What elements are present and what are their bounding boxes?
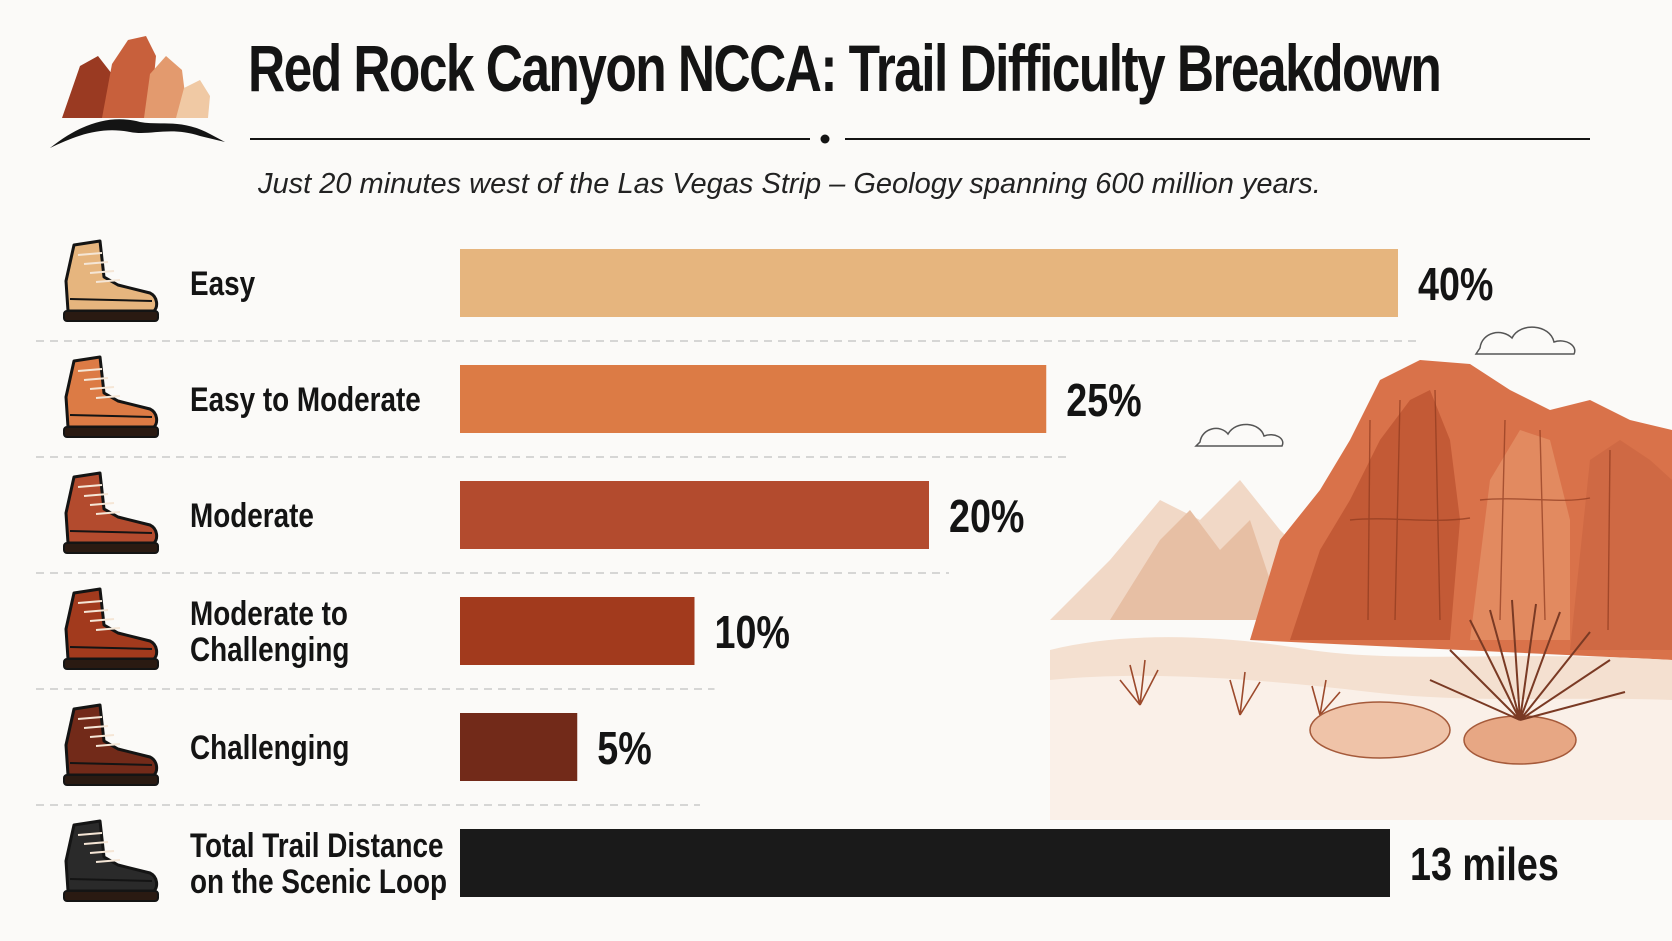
category-label: Total Trail Distance [190, 826, 443, 864]
category-label: Easy to Moderate [190, 380, 421, 418]
value-label: 40% [1418, 258, 1493, 309]
category-label: Moderate [190, 496, 314, 534]
value-label: 25% [1066, 374, 1141, 425]
hiking-boot-icon [63, 587, 159, 670]
red-rock-logo-icon [50, 36, 225, 148]
bar-easy [460, 249, 1398, 317]
title-divider [250, 134, 1590, 144]
category-label: Challenging [190, 728, 349, 766]
page-subtitle: Just 20 minutes west of the Las Vegas St… [258, 168, 1321, 200]
value-label: 5% [597, 722, 652, 773]
hiking-boot-icon [63, 239, 159, 322]
value-label: 20% [949, 490, 1024, 541]
category-label: Moderate to [190, 594, 348, 632]
category-label: Easy [190, 264, 256, 302]
value-label: 10% [715, 606, 790, 657]
bar-moderate-to-challenging [460, 597, 695, 665]
hiking-boot-icon [63, 703, 159, 786]
category-label: Challenging [190, 630, 349, 668]
canyon-scenery-illustration [1050, 326, 1672, 820]
bar-challenging [460, 713, 578, 781]
bar-moderate [460, 481, 929, 549]
hiking-boot-icon [63, 355, 159, 438]
hiking-boot-icon [63, 819, 159, 902]
bar-easy-to-moderate [460, 365, 1047, 433]
bar-total-trail-distance [460, 829, 1390, 897]
hiking-boot-icon [63, 471, 159, 554]
page-title: Red Rock Canyon NCCA: Trail Difficulty B… [248, 31, 1442, 105]
category-label: on the Scenic Loop [190, 862, 447, 900]
value-label: 13 miles [1410, 838, 1559, 889]
